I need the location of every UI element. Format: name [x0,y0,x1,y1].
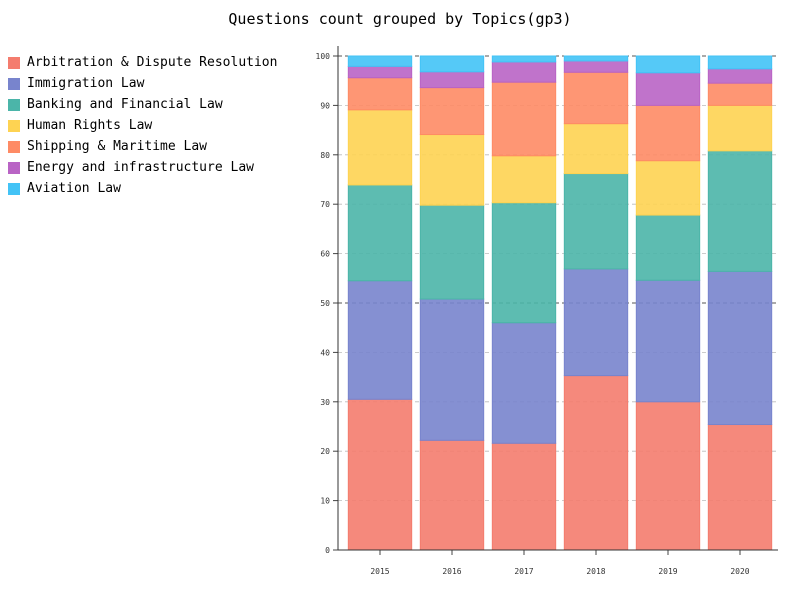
bar-segment [491,55,557,63]
legend-item[interactable]: Shipping & Maritime Law [8,136,298,157]
bar-segment [347,184,413,282]
bar-segment [419,87,485,136]
bar-segment [707,55,773,70]
bar-segment [347,65,413,79]
bar-segment [635,160,701,216]
legend-item[interactable]: Human Rights Law [8,115,298,136]
legend: Arbitration & Dispute Resolution Immigrat… [8,52,298,199]
y-tick-label: 30 [320,398,330,407]
bar-segment [563,173,629,270]
bar-segment [563,375,629,551]
legend-swatch [8,119,20,132]
legend-item[interactable]: Immigration Law [8,73,298,94]
legend-label: Shipping & Maritime Law [27,139,208,154]
y-tick-label: 70 [320,200,330,209]
x-tick-label: 2015 [370,567,389,576]
bar-segment [707,82,773,106]
legend-label: Immigration Law [27,76,145,91]
bar-segment [635,55,701,74]
legend-item[interactable]: Aviation Law [8,178,298,199]
bar-segment [707,104,773,152]
bar-segment [419,298,485,441]
x-tick-label: 2020 [730,567,749,576]
bar-segment [491,81,557,157]
bar-segment [563,60,629,73]
bar-segment [347,280,413,400]
bar-segment [347,109,413,186]
x-tick-label: 2017 [514,567,533,576]
bar-segment [491,155,557,204]
y-tick-label: 0 [325,546,330,555]
legend-label: Energy and infrastructure Law [27,160,254,175]
legend-swatch [8,161,20,174]
bar-segment [635,104,701,162]
bar-segment [347,398,413,551]
y-tick-label: 50 [320,299,330,308]
y-tick-label: 100 [316,52,331,61]
bar-segment [347,77,413,111]
bar-segment [491,202,557,324]
bar-segment [635,279,701,403]
bar-segment [707,68,773,84]
bar-segment [563,71,629,125]
x-tick-label: 2018 [586,567,605,576]
legend-item[interactable]: Arbitration & Dispute Resolution [8,52,298,73]
chart-title: Questions count grouped by Topics(gp3) [228,10,572,28]
legend-swatch [8,182,20,195]
bar-segment [707,270,773,426]
bar-segment [563,55,629,62]
legend-item[interactable]: Banking and Financial Law [8,94,298,115]
bar-segment [491,442,557,551]
legend-label: Arbitration & Dispute Resolution [27,55,278,70]
y-tick-label: 80 [320,151,330,160]
bar-segment [563,123,629,175]
bar-segment [563,268,629,377]
y-tick-label: 20 [320,447,330,456]
y-tick-label: 60 [320,250,330,259]
bar-segment [419,71,485,89]
bar-segment [707,424,773,551]
legend-label: Human Rights Law [27,118,153,133]
legend-label: Banking and Financial Law [27,97,223,112]
bar-segment [347,55,413,67]
bar-segment [707,150,773,272]
bar-segment [491,61,557,83]
y-tick-label: 90 [320,101,330,110]
bar-segment [635,214,701,281]
legend-item[interactable]: Energy and infrastructure Law [8,157,298,178]
y-tick-label: 10 [320,497,330,506]
bar-segment [635,72,701,106]
legend-swatch [8,140,20,153]
bar-segment [419,134,485,206]
legend-swatch [8,56,20,69]
x-tick-label: 2016 [442,567,461,576]
legend-swatch [8,98,20,111]
legend-swatch [8,77,20,90]
bar-segment [635,401,701,551]
legend-label: Aviation Law [27,181,121,196]
bar-segment [491,322,557,444]
bar-segment [419,55,485,73]
bar-segment [419,204,485,300]
bar-segment [419,439,485,551]
y-tick-label: 40 [320,348,330,357]
x-tick-label: 2019 [658,567,677,576]
